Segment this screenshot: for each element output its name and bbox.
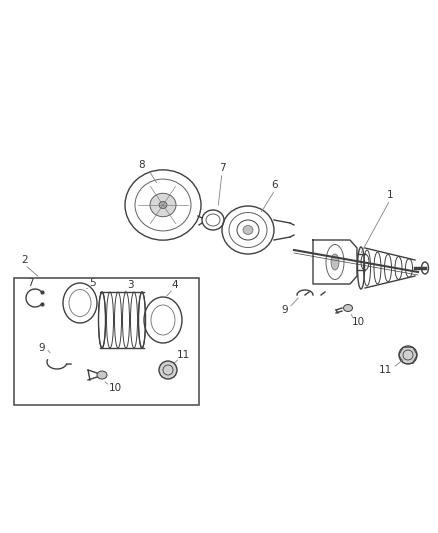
Text: 2: 2 (22, 255, 28, 265)
Ellipse shape (343, 304, 353, 311)
Circle shape (159, 361, 177, 379)
Text: 8: 8 (139, 160, 145, 170)
Ellipse shape (159, 201, 167, 208)
Ellipse shape (331, 254, 339, 270)
Text: 1: 1 (387, 190, 393, 200)
Circle shape (399, 346, 417, 364)
Ellipse shape (97, 371, 107, 379)
Text: 4: 4 (172, 280, 178, 290)
Ellipse shape (150, 193, 176, 217)
Text: 9: 9 (282, 305, 288, 315)
Text: 3: 3 (127, 280, 133, 290)
Text: 11: 11 (177, 350, 190, 360)
Text: 6: 6 (272, 180, 278, 190)
Text: 9: 9 (39, 343, 45, 353)
Text: 5: 5 (90, 278, 96, 288)
Text: 7: 7 (219, 163, 225, 173)
Ellipse shape (243, 225, 253, 235)
Text: 10: 10 (109, 383, 122, 393)
Text: 10: 10 (351, 317, 364, 327)
Bar (14, 278, 199, 405)
Text: 7: 7 (27, 278, 33, 288)
Text: 11: 11 (378, 365, 392, 375)
